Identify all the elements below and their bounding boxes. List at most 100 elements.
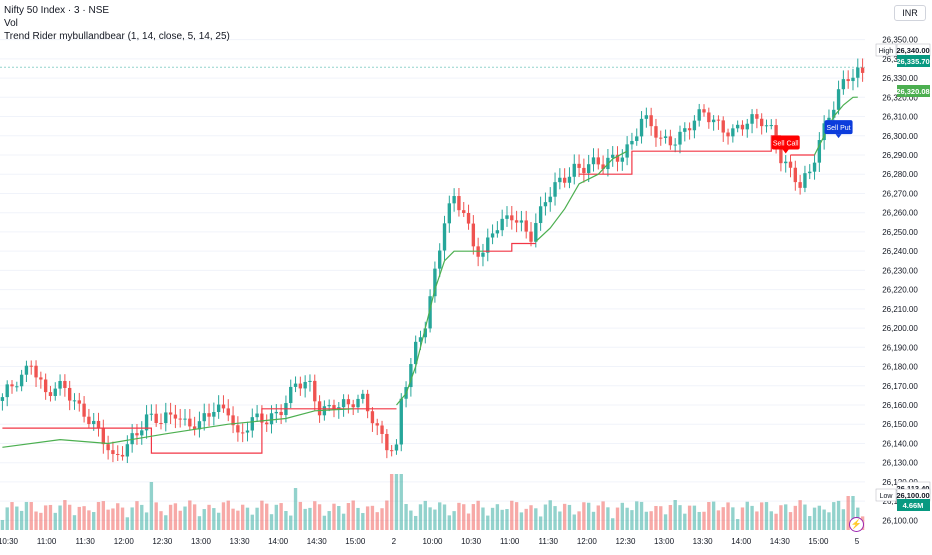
volume-bar — [711, 501, 716, 530]
candle — [120, 446, 125, 461]
axis-marker: 4.66M — [897, 499, 930, 511]
time-tick-label: 11:30 — [539, 537, 559, 546]
candle-body — [327, 405, 331, 407]
candle — [759, 113, 764, 135]
signal-text: Sell Call — [773, 140, 799, 147]
candle — [130, 424, 134, 453]
price-tick-label: 26,140.00 — [882, 439, 918, 448]
volume-bar — [375, 512, 379, 530]
candle — [529, 222, 533, 247]
candle — [572, 154, 576, 185]
candle-body — [663, 136, 668, 138]
candle — [447, 195, 452, 233]
candle-body — [438, 250, 442, 269]
candle-body — [510, 215, 514, 221]
volume-bar — [361, 513, 365, 530]
candle-body — [173, 414, 178, 419]
candle — [524, 210, 528, 239]
volume-bar — [817, 505, 822, 530]
price-tick-label: 26,350.00 — [882, 36, 918, 45]
candle — [596, 148, 600, 170]
volume-bar — [586, 502, 591, 530]
volume-bar — [486, 515, 490, 530]
candle — [255, 405, 259, 422]
candle-body — [779, 147, 783, 164]
volume-bar — [245, 507, 250, 530]
candle — [687, 122, 692, 140]
time-tick-label: 12:30 — [615, 537, 636, 546]
candle — [481, 243, 485, 267]
signal-box — [771, 135, 800, 150]
marker-value: 26,113.40 — [897, 484, 930, 493]
candle-body — [586, 164, 591, 174]
candle-body — [673, 144, 677, 146]
volume-bar — [462, 504, 466, 530]
candle — [769, 119, 773, 130]
candle-body — [572, 163, 576, 177]
candle — [836, 80, 841, 115]
candle-body — [63, 380, 67, 388]
volume-bar — [399, 474, 403, 530]
candle-body — [625, 144, 629, 158]
signal-labels: Sell Call Sell Put — [771, 120, 853, 154]
volume-bar — [721, 507, 725, 530]
candle-body — [48, 392, 53, 396]
volume-bar — [289, 515, 293, 530]
volume-bar — [164, 515, 168, 530]
candle-body — [168, 412, 173, 415]
volume-bar — [63, 500, 67, 530]
candle — [82, 396, 86, 423]
volume-bar — [755, 511, 759, 530]
candle — [265, 414, 269, 432]
currency-selector[interactable]: INR — [894, 5, 926, 21]
volume-bar — [279, 503, 283, 530]
time-tick-label: 11:00 — [37, 537, 57, 546]
volume-bar — [654, 505, 658, 530]
volume-bar — [385, 500, 389, 530]
candle — [851, 68, 855, 91]
volume-bar — [582, 502, 586, 530]
candle-body — [96, 420, 101, 428]
candle-body — [514, 220, 519, 223]
volume-bar — [409, 510, 413, 530]
volume-bar — [77, 506, 81, 530]
volume-bar — [303, 508, 307, 530]
flash-icon[interactable]: ⚡ — [849, 517, 864, 532]
volume-legend[interactable]: Vol — [4, 18, 18, 29]
volume-bar — [154, 502, 158, 530]
candle — [423, 321, 427, 344]
candle — [298, 376, 303, 396]
time-tick-label: 5 — [855, 537, 860, 546]
candle-body — [798, 182, 802, 188]
indicator-legend[interactable]: Trend Rider mybullandbear (1, 14, close,… — [4, 31, 230, 42]
volume-bar — [159, 511, 163, 530]
symbol-title[interactable]: Nifty 50 Index · 3 · NSE — [4, 5, 110, 16]
candle — [140, 421, 144, 445]
candle — [361, 389, 365, 404]
volume-bar — [144, 512, 149, 530]
signal-pointer — [835, 134, 842, 139]
time-tick-label: 12:30 — [152, 537, 173, 546]
candle-body — [394, 444, 399, 451]
volume-bar — [34, 511, 38, 530]
candle-body — [659, 137, 663, 139]
volume-bar — [615, 507, 620, 530]
candle — [707, 107, 711, 129]
volume-bar — [697, 511, 701, 530]
candle — [144, 405, 149, 439]
signal-pointer — [782, 149, 789, 154]
time-tick-label: 15:00 — [808, 537, 829, 546]
candle-body — [582, 167, 586, 174]
candle-body — [29, 365, 33, 367]
volume-bar — [630, 510, 634, 530]
candle-body — [130, 433, 134, 445]
volume-bar — [764, 502, 769, 530]
candle-body — [265, 422, 269, 425]
candle-body — [635, 136, 639, 141]
candle — [625, 136, 629, 166]
candle-body — [562, 177, 567, 183]
candle — [351, 399, 355, 416]
price-tick-label: 26,320.00 — [882, 93, 918, 102]
